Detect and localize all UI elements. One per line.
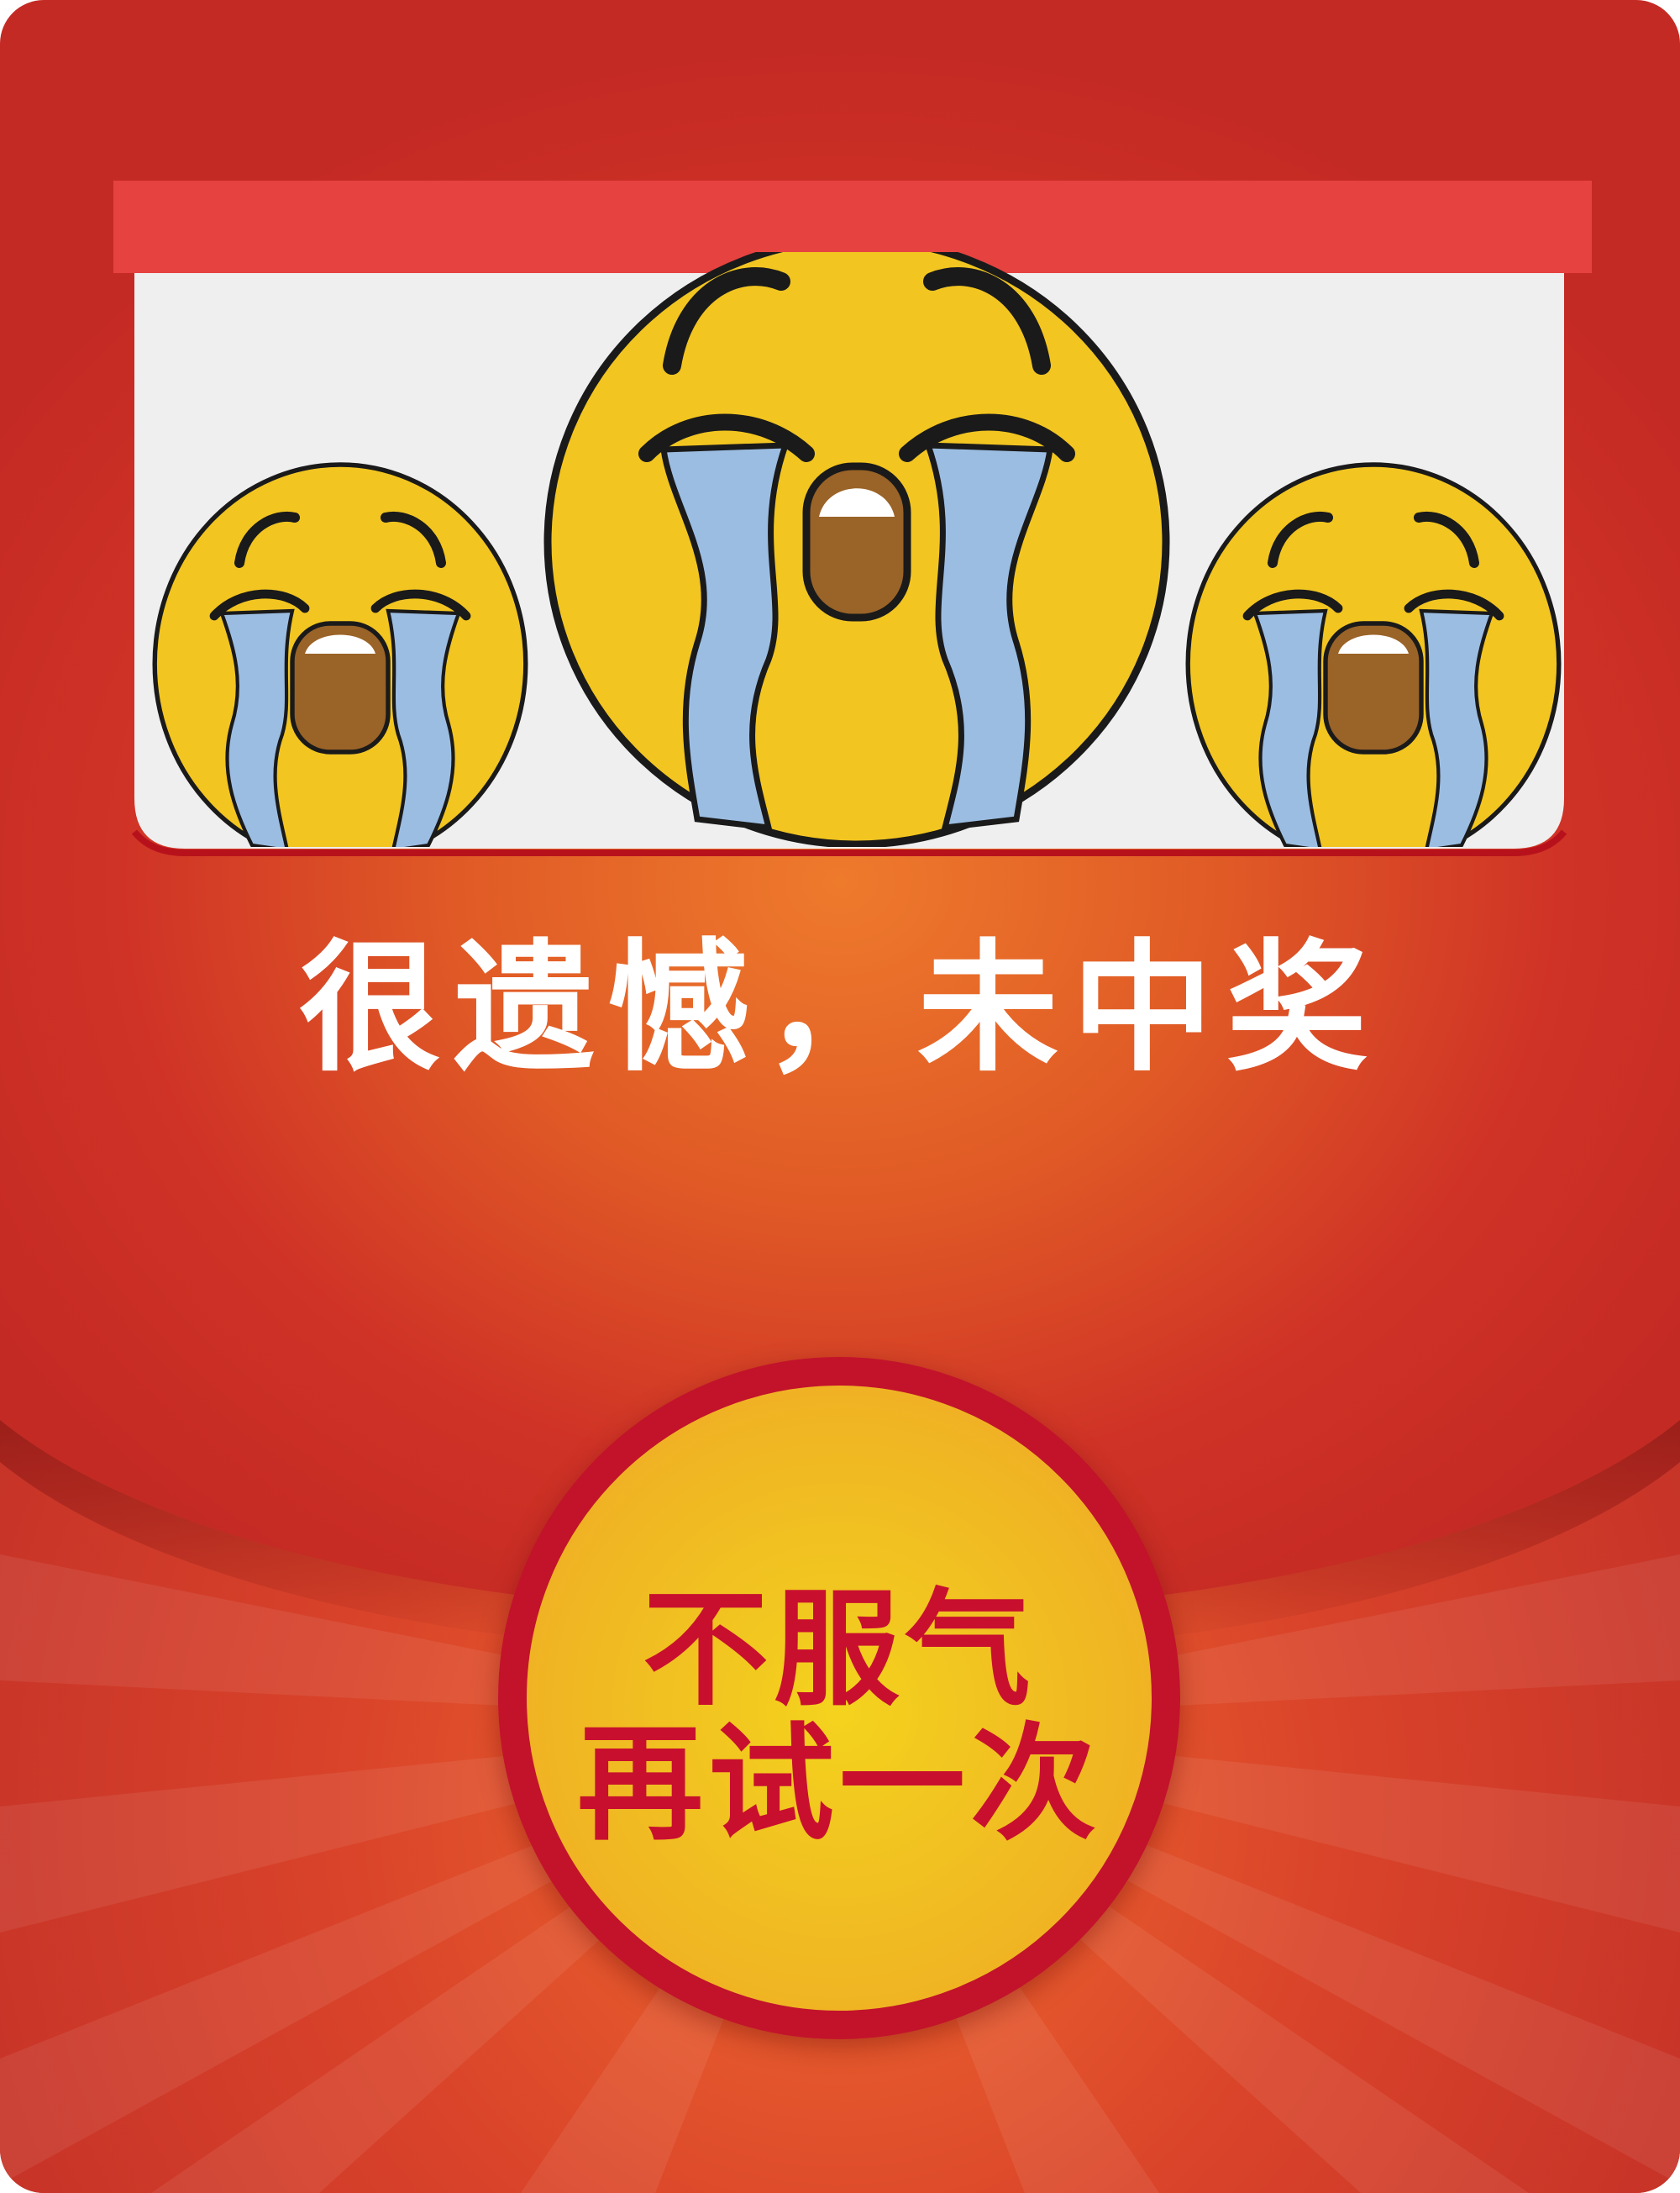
crying-face-icon <box>543 252 1170 847</box>
crying-face-icon <box>152 462 528 847</box>
retry-button[interactable]: 不服气 再试一次 <box>498 1357 1180 2039</box>
retry-button-label-line1: 不服气 <box>642 1577 1036 1723</box>
result-message: 很遗憾，未中奖 <box>299 926 1381 1091</box>
retry-button-label-line2: 再试一次 <box>576 1712 1101 1858</box>
crying-face-icon <box>1185 462 1562 847</box>
